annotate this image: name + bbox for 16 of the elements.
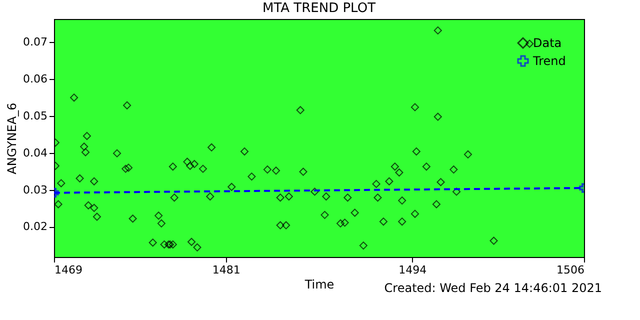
y-axis-title: ANGYNEA_6 — [5, 102, 20, 174]
x-tick-label: 1469 — [54, 264, 82, 276]
y-tick-label: 0.05 — [23, 110, 48, 123]
y-tick-label: 0.02 — [23, 220, 48, 234]
y-tick-label: 0.07 — [23, 36, 48, 49]
x-tick-label: 1494 — [398, 264, 427, 276]
x-tick-label: 1506 — [556, 264, 584, 276]
y-tick-label: 0.04 — [23, 146, 48, 160]
x-axis-title: Time — [304, 278, 334, 292]
text: Created: Wed Feb 24 14:46:01 2021 — [384, 281, 602, 295]
y-tick-label: 0.03 — [23, 183, 48, 196]
x-tick-label: 1481 — [212, 264, 240, 276]
y-tick-label: 0.06 — [23, 72, 48, 86]
chart-title: MTA TREND PLOT — [262, 1, 376, 16]
legend-label: Data — [533, 36, 562, 50]
legend-label: Trend — [532, 54, 566, 68]
